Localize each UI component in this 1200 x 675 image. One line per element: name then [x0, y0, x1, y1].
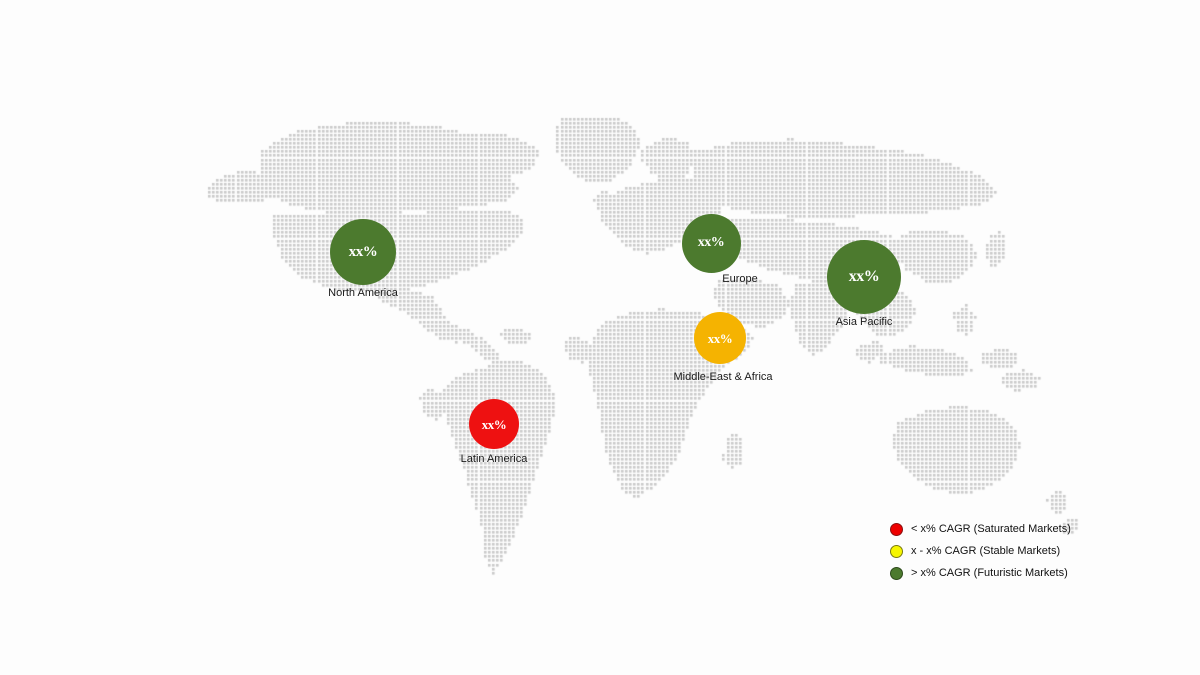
region-bubble-middle-east-africa[interactable]: xx% — [694, 312, 746, 364]
region-value-europe: xx% — [697, 235, 725, 250]
region-value-middle-east-africa: xx% — [707, 330, 733, 346]
region-label-latin-america: Latin America — [460, 453, 528, 465]
legend-dot-futuristic-icon — [890, 566, 903, 580]
region-value-asia-pacific: xx% — [848, 268, 880, 285]
legend-item-futuristic[interactable]: > x% CAGR (Futuristic Markets) — [890, 562, 1071, 584]
region-value-latin-america: xx% — [481, 416, 507, 432]
legend-label-futuristic: > x% CAGR (Futuristic Markets) — [911, 567, 1068, 579]
region-label-north-america: North America — [328, 287, 398, 299]
region-bubble-asia-pacific[interactable]: xx% — [827, 240, 901, 314]
legend-label-stable: x - x% CAGR (Stable Markets) — [911, 545, 1061, 557]
region-label-asia-pacific: Asia Pacific — [835, 316, 893, 328]
legend-item-saturated[interactable]: < x% CAGR (Saturated Markets) — [890, 518, 1071, 540]
region-bubble-latin-america[interactable]: xx% — [469, 399, 519, 449]
region-label-middle-east-africa: Middle-East & Africa — [673, 371, 773, 383]
region-bubble-europe[interactable]: xx% — [681, 213, 741, 273]
region-label-europe: Europe — [722, 273, 758, 285]
legend-dot-stable-icon — [890, 544, 903, 558]
region-value-north-america: xx% — [348, 243, 378, 260]
legend-label-saturated: < x% CAGR (Saturated Markets) — [911, 523, 1071, 535]
region-bubble-north-america[interactable]: xx% — [330, 219, 396, 285]
legend-dot-saturated-icon — [890, 522, 903, 536]
legend: < x% CAGR (Saturated Markets) x - x% CAGR… — [890, 518, 1071, 584]
legend-item-stable[interactable]: x - x% CAGR (Stable Markets) — [890, 540, 1071, 562]
